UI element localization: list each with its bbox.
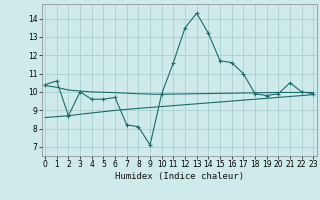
X-axis label: Humidex (Indice chaleur): Humidex (Indice chaleur) xyxy=(115,172,244,181)
